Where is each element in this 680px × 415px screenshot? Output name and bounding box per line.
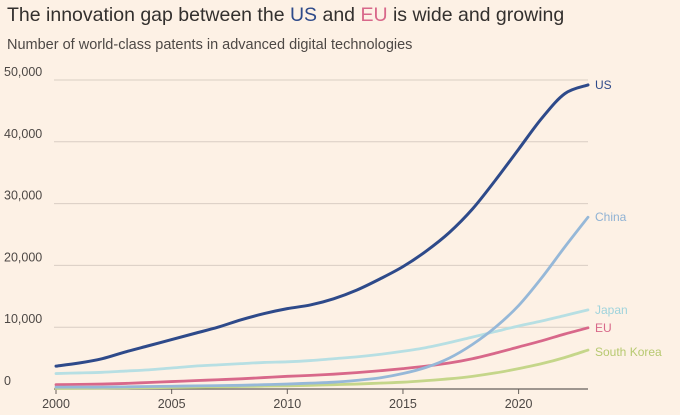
x-tick-label: 2010	[273, 397, 301, 411]
title-prefix: The innovation gap between the	[7, 4, 290, 26]
series-line-japan	[54, 308, 590, 375]
series-label-china: China	[595, 210, 627, 224]
title-suffix: is wide and growing	[387, 4, 565, 26]
series-line-china	[54, 215, 590, 389]
y-tick-label: 40,000	[4, 127, 42, 141]
y-tick-label: 10,000	[4, 312, 42, 326]
chart-subtitle: Number of world-class patents in advance…	[7, 37, 413, 53]
x-tick-label: 2005	[158, 397, 186, 411]
y-tick-label: 50,000	[4, 65, 42, 79]
y-tick-label: 20,000	[4, 250, 42, 264]
y-axis: 0 10,000 20,000 30,000 40,000 50,000	[4, 65, 42, 388]
y-tick-label: 0	[4, 374, 11, 388]
series-lines	[54, 83, 590, 390]
x-tick-label: 2020	[505, 397, 533, 411]
series-label-us: US	[595, 78, 612, 92]
grid-lines	[54, 79, 588, 390]
series-labels: US China Japan EU South Korea	[595, 78, 662, 359]
chart-title: The innovation gap between the US and EU…	[7, 4, 564, 27]
series-line-eu	[54, 326, 590, 387]
x-axis: 2000 2005 2010 2015 2020	[42, 389, 533, 411]
title-us-highlight: US	[289, 4, 318, 26]
x-tick-label: 2015	[389, 397, 417, 411]
series-line-us	[54, 83, 590, 368]
title-eu-highlight: EU	[360, 4, 388, 26]
series-label-japan: Japan	[595, 303, 628, 317]
title-mid: and	[317, 4, 361, 26]
series-label-eu: EU	[595, 321, 612, 335]
series-label-south-korea: South Korea	[595, 345, 662, 359]
x-tick-label: 2000	[42, 397, 70, 411]
y-tick-label: 30,000	[4, 189, 42, 203]
